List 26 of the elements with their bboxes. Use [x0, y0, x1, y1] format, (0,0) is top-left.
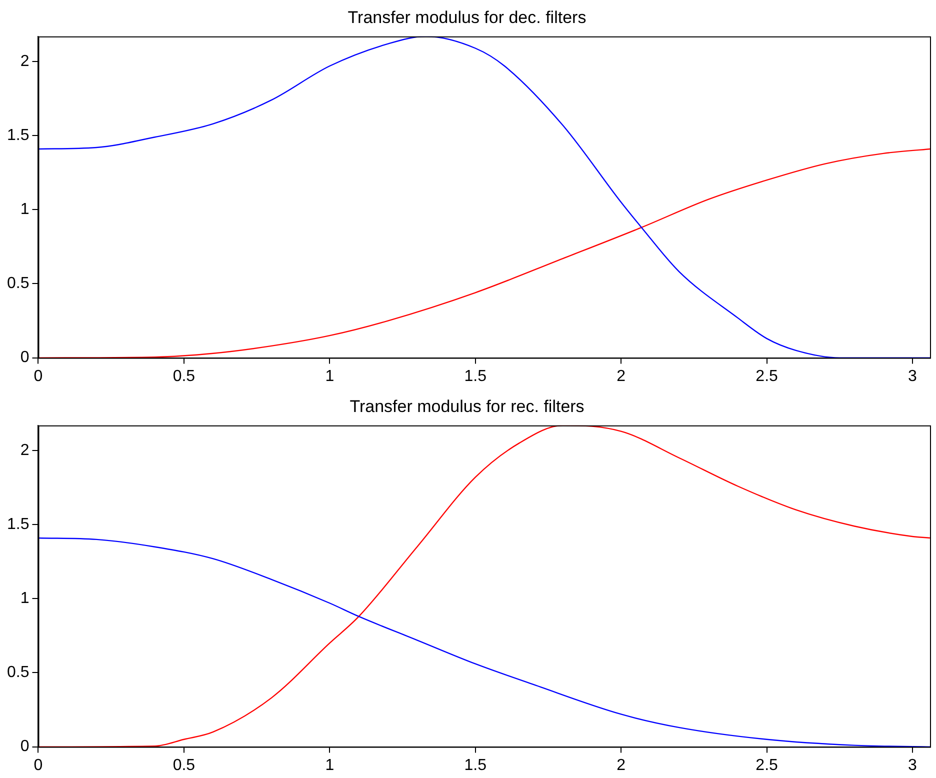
- x-tick-label: 1.5: [464, 368, 487, 385]
- x-tick-label: 1: [325, 756, 334, 774]
- y-tick-label: 2: [20, 52, 30, 70]
- y-tick-label: 1.5: [6, 127, 30, 144]
- x-tick-label: 0.5: [172, 756, 196, 774]
- x-tick-label: 2: [616, 756, 626, 774]
- y-tick-label: 0.5: [6, 275, 30, 292]
- y-tick-label: 2: [20, 442, 30, 459]
- x-tick-label: 1.5: [464, 756, 487, 774]
- y-tick-label: 1: [20, 201, 30, 218]
- chart-title: Transfer modulus for dec. filters: [348, 8, 586, 27]
- y-tick-label: 1: [20, 590, 30, 608]
- y-tick-label: 0: [20, 738, 30, 756]
- y-tick-label: 0.5: [6, 664, 30, 682]
- y-tick-label: 0: [20, 349, 30, 366]
- x-tick-label: 2.5: [756, 756, 778, 774]
- x-tick-label: 2.5: [756, 368, 778, 385]
- x-tick-label: 2: [616, 368, 626, 385]
- x-tick-label: 3: [908, 756, 918, 774]
- x-tick-label: 0: [34, 756, 43, 774]
- x-tick-label: 0.5: [172, 368, 196, 385]
- chart-title: Transfer modulus for rec. filters: [350, 396, 584, 416]
- x-tick-label: 0: [34, 368, 43, 385]
- y-tick-label: 1.5: [6, 516, 30, 534]
- x-tick-label: 1: [325, 368, 334, 385]
- x-tick-label: 3: [908, 368, 918, 385]
